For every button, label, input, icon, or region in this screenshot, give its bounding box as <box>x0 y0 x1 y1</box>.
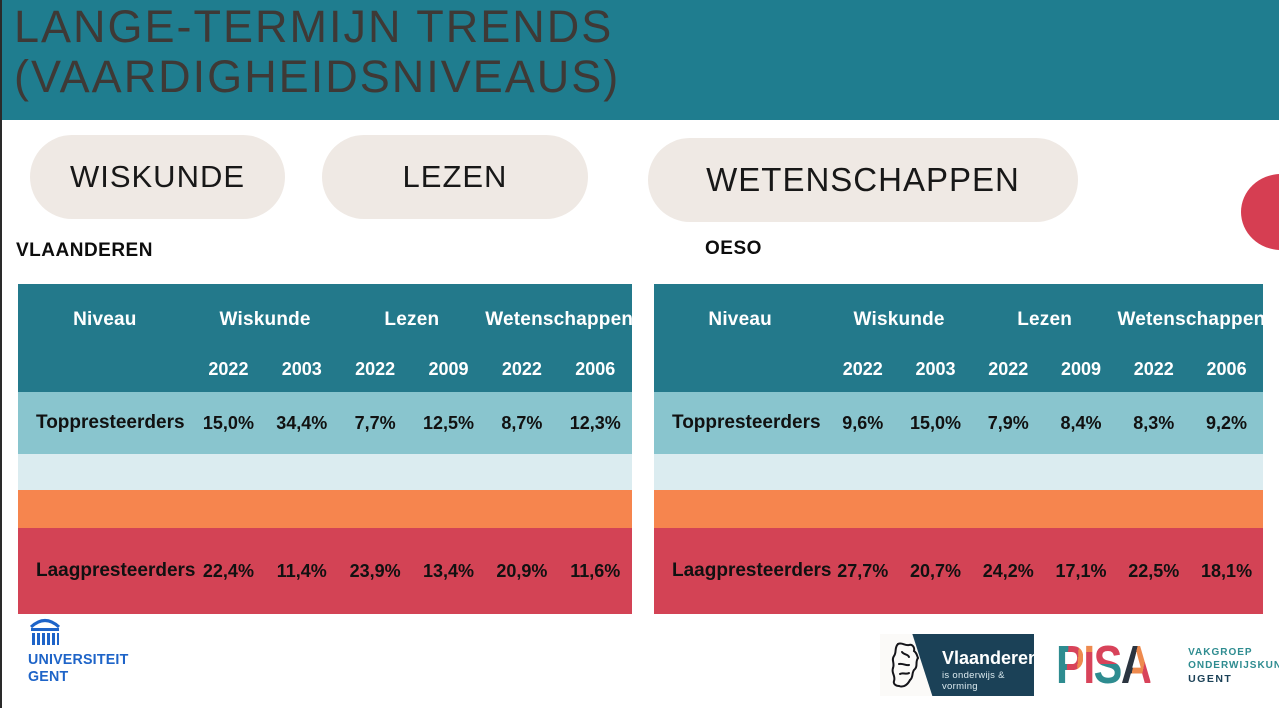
table-header: Niveau Wiskunde Lezen Wetenschappen 2022… <box>18 284 634 392</box>
vlaanderen-wordmark: Vlaanderen <box>942 648 1040 668</box>
ugent-temple-icon <box>29 619 61 645</box>
row-label: Toppresteerders <box>672 412 821 433</box>
pisa-dept-text: VAKGROEP ONDERWIJSKUNDE UGENT <box>1188 646 1279 692</box>
value-cell: 7,7% <box>354 412 396 433</box>
value-cell: 17,1% <box>1055 560 1107 581</box>
pisa-letter-s: S <box>1093 635 1123 695</box>
vlaanderen-navy-flag <box>912 634 1034 696</box>
vlaanderen-logo: Vlaanderen is onderwijs & vorming <box>880 634 1039 696</box>
spacer-row-orange <box>654 490 1263 528</box>
year-cell: 2003 <box>915 358 956 379</box>
table-row-toppresteerders: Toppresteerders 15,0% 34,4% 7,7% 12,5% 8… <box>18 392 632 454</box>
year-cell: 2022 <box>355 358 396 379</box>
pisa-dept-line2: ONDERWIJSKUNDE <box>1188 660 1279 671</box>
year-cell: 2022 <box>1133 358 1174 379</box>
value-cell: 27,7% <box>837 560 889 581</box>
value-cell: 11,4% <box>276 560 327 581</box>
header-cell-lezen: Lezen <box>1017 309 1073 330</box>
value-cell: 15,0% <box>909 412 962 433</box>
vlaanderen-tagline: is onderwijs & vorming <box>942 670 1005 692</box>
table-row-laagpresteerders: Laagpresteerders 27,7% 20,7% 24,2% 17,1%… <box>654 528 1263 614</box>
spacer-row-light <box>654 454 1263 490</box>
pisa-wordmark: PISA <box>1056 635 1152 695</box>
value-cell: 11,6% <box>570 560 621 581</box>
year-cell: 2022 <box>208 358 249 379</box>
value-cell: 13,4% <box>422 560 475 581</box>
year-cell: 2006 <box>1206 358 1247 379</box>
ugent-logo: UNIVERSITEIT GENT <box>28 616 134 685</box>
region-label-oeso: OESO <box>705 238 762 259</box>
red-circle-decoration <box>1241 174 1279 250</box>
year-cell: 2022 <box>501 358 542 379</box>
slide-left-edge <box>0 0 2 708</box>
page-title: LANGE-TERMIJN TRENDS (VAARDIGHEIDSNIVEAU… <box>14 2 620 102</box>
spacer-row-orange <box>18 490 632 528</box>
flemish-lion-icon <box>891 642 919 688</box>
pisa-letter-i: I <box>1083 635 1095 695</box>
pisa-logo: PISA VAKGROEP ONDERWIJSKUNDE UGENT <box>1056 638 1279 692</box>
year-cell: 2009 <box>1061 358 1102 379</box>
table-row-laagpresteerders: Laagpresteerders 22,4% 11,4% 23,9% 13,4%… <box>18 528 632 614</box>
header-cell-niveau: Niveau <box>708 309 772 330</box>
table-vlaanderen: Niveau Wiskunde Lezen Wetenschappen 2022… <box>18 284 634 614</box>
value-cell: 22,4% <box>202 560 254 581</box>
year-cell: 2022 <box>988 358 1029 379</box>
value-cell: 12,5% <box>422 412 475 433</box>
tab-lezen[interactable]: LEZEN <box>322 135 588 219</box>
value-cell: 18,1% <box>1201 560 1253 581</box>
value-cell: 34,4% <box>276 412 328 433</box>
row-label: Laagpresteerders <box>36 560 196 581</box>
pisa-letter-a: A <box>1120 635 1152 695</box>
spacer-row-light <box>18 454 632 490</box>
region-label-vlaanderen: VLAANDEREN <box>16 240 153 261</box>
header-cell-wetenschappen: Wetenschappen <box>1117 309 1266 330</box>
value-cell: 9,6% <box>842 412 884 433</box>
tab-wiskunde[interactable]: WISKUNDE <box>30 135 285 219</box>
table-header: Niveau Wiskunde Lezen Wetenschappen 2022… <box>654 284 1266 392</box>
table-oeso: Niveau Wiskunde Lezen Wetenschappen 2022… <box>654 284 1266 614</box>
ugent-text-line2: GENT <box>28 668 69 685</box>
pisa-dept-line1: VAKGROEP <box>1188 647 1253 658</box>
pisa-letter-p: P <box>1056 635 1085 695</box>
pisa-dept-line3: UGENT <box>1188 673 1233 685</box>
value-cell: 8,7% <box>501 412 543 433</box>
ugent-text-line1: UNIVERSITEIT <box>28 651 129 668</box>
value-cell: 12,3% <box>569 412 621 433</box>
year-cell: 2006 <box>575 358 616 379</box>
header-cell-wiskunde: Wiskunde <box>219 309 311 330</box>
value-cell: 7,9% <box>987 412 1029 433</box>
value-cell: 20,9% <box>496 560 548 581</box>
year-cell: 2009 <box>428 358 469 379</box>
page-title-line2: (VAARDIGHEIDSNIVEAUS) <box>14 51 621 102</box>
year-cell: 2003 <box>281 358 322 379</box>
value-cell: 22,5% <box>1128 560 1180 581</box>
header-cell-wetenschappen: Wetenschappen <box>485 309 634 330</box>
header-cell-lezen: Lezen <box>384 309 440 330</box>
row-label: Toppresteerders <box>36 412 185 433</box>
page-title-line1: LANGE-TERMIJN TRENDS <box>14 1 614 52</box>
value-cell: 15,0% <box>202 412 254 433</box>
value-cell: 8,3% <box>1133 412 1175 433</box>
table-row-toppresteerders: Toppresteerders 9,6% 15,0% 7,9% 8,4% 8,3… <box>654 392 1263 454</box>
header-cell-wiskunde: Wiskunde <box>853 309 945 330</box>
row-label: Laagpresteerders <box>672 560 832 581</box>
header-cell-niveau: Niveau <box>73 309 137 330</box>
value-cell: 8,4% <box>1060 412 1102 433</box>
value-cell: 24,2% <box>982 560 1034 581</box>
tab-wetenschappen[interactable]: WETENSCHAPPEN <box>648 138 1078 222</box>
value-cell: 20,7% <box>909 560 962 581</box>
title-banner: LANGE-TERMIJN TRENDS (VAARDIGHEIDSNIVEAU… <box>0 0 1279 120</box>
value-cell: 9,2% <box>1206 412 1248 433</box>
year-cell: 2022 <box>842 358 883 379</box>
value-cell: 23,9% <box>349 560 401 581</box>
